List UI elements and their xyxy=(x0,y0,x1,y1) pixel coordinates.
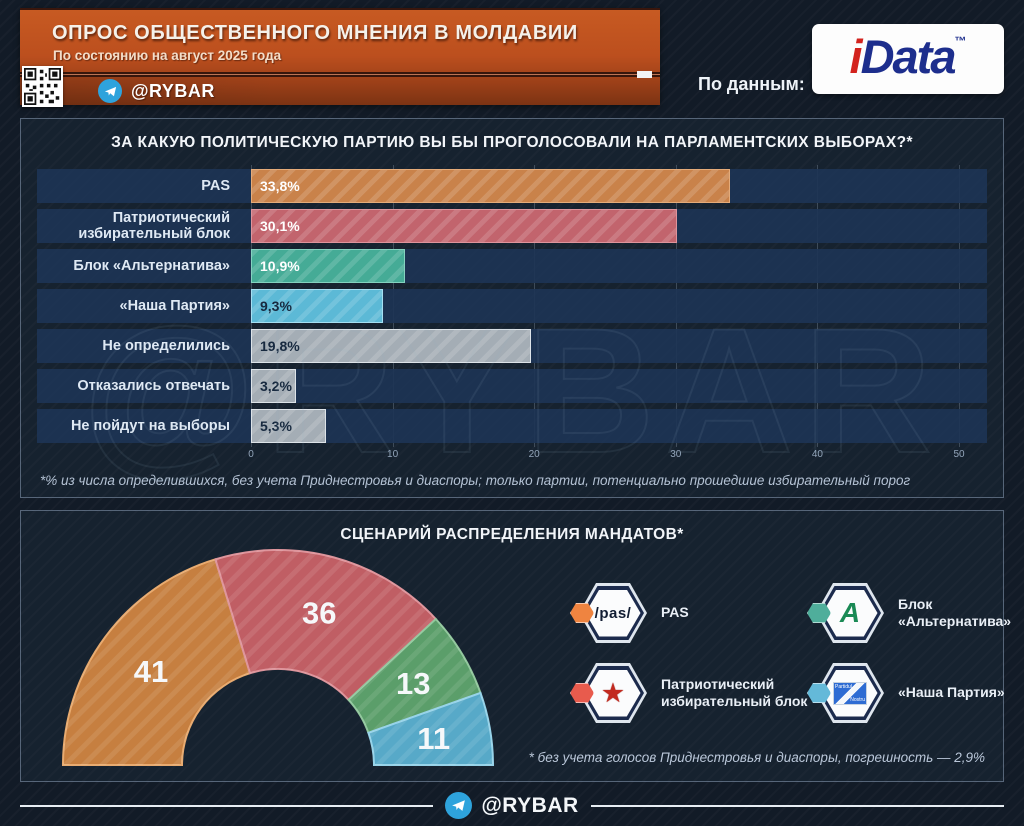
donut-value-label: 13 xyxy=(396,666,430,701)
telegram-icon xyxy=(98,79,122,103)
bar: 10,9% xyxy=(251,249,406,283)
donut-chart-footnote: * без учета голосов Приднестровья и диас… xyxy=(528,750,985,765)
donut-value-label: 11 xyxy=(417,721,450,756)
bar-category-label: Отказались отвечать xyxy=(77,377,230,394)
donut-segment-hatch xyxy=(63,559,250,765)
footer-line-right xyxy=(590,804,1004,807)
flag-text-bottom: Nostru xyxy=(850,696,865,703)
alternativa-logo: A xyxy=(839,597,861,628)
bar-row: PAS 33,8% xyxy=(37,169,987,203)
bar-category-label: Патриотический избирательный блок xyxy=(78,209,230,242)
legend-label-alternativa: Блок «Альтернатива» xyxy=(898,595,1012,630)
idata-logo-i: i xyxy=(849,29,863,83)
x-axis-tick-label: 30 xyxy=(670,449,682,460)
bar-category-label: Блок «Альтернатива» xyxy=(73,257,230,274)
banner-divider xyxy=(20,71,660,78)
bar-row: Не определились 19,8% xyxy=(37,329,987,363)
legend-item-nasha-partia: Partidul Nostru «Наша Партия» xyxy=(807,663,1024,723)
page-subtitle: По состоянию на август 2025 года xyxy=(53,48,282,63)
x-axis-tick-label: 0 xyxy=(248,449,254,460)
pas-logo: /pas/ xyxy=(594,604,632,622)
bar-row: Блок «Альтернатива» 10,9% xyxy=(37,249,987,283)
donut-value-label: 41 xyxy=(134,654,168,689)
legend-label-nasha-partia: «Наша Партия» xyxy=(898,684,1005,701)
telegram-icon-footer xyxy=(445,792,473,819)
telegram-handle: @RYBAR xyxy=(131,80,215,101)
legend-label-pas: PAS xyxy=(661,604,689,621)
half-donut-chart: 41 36 13 11 xyxy=(61,549,495,766)
page-title: ОПРОС ОБЩЕСТВЕННОГО МНЕНИЯ В МОЛДАВИИ xyxy=(52,22,578,44)
donut-legend: /pas/ PAS A Блок «Альтернатива» ★ Патри xyxy=(570,573,1024,733)
idata-logo-text: iData™ xyxy=(850,33,967,86)
bar-category-label: PAS xyxy=(201,177,230,194)
footer: @RYBAR xyxy=(20,792,1004,819)
bar-chart-plot-area: PAS 33,8% Патриотический избирательный бло… xyxy=(37,165,987,447)
idata-logo-name: Data xyxy=(860,29,957,83)
pas-color-marker xyxy=(570,603,594,623)
bar: 30,1% xyxy=(251,209,678,243)
bar: 19,8% xyxy=(251,329,532,363)
legend-label-patriotic-bloc: Патриотический избирательный блок xyxy=(661,675,808,710)
donut-segment-hatch xyxy=(368,692,493,765)
bar-chart-footnote: *% из числа определившихся, без учета Пр… xyxy=(40,473,911,488)
bar: 33,8% xyxy=(251,169,730,203)
legend-item-patriotic-bloc: ★ Патриотический избирательный блок xyxy=(570,663,816,723)
bar-chart-x-axis: 0 10 20 30 40 50 xyxy=(37,449,987,463)
nasha-partia-color-marker xyxy=(807,683,831,703)
footer-telegram-handle: @RYBAR xyxy=(481,793,579,817)
poll-bar-chart-panel: ЗА КАКУЮ ПОЛИТИЧЕСКУЮ ПАРТИЮ ВЫ БЫ ПРОГО… xyxy=(20,118,1004,498)
header-banner: ОПРОС ОБЩЕСТВЕННОГО МНЕНИЯ В МОЛДАВИИ По… xyxy=(20,8,660,107)
footer-line-left xyxy=(20,804,434,807)
bar: 9,3% xyxy=(251,289,383,323)
bar-row: Отказались отвечать 3,2% xyxy=(37,369,987,403)
red-star-logo: ★ xyxy=(600,677,626,708)
source-label: По данным: xyxy=(698,74,805,94)
nasha-partia-flag-logo: Partidul Nostru xyxy=(833,681,867,705)
bar-category-label: «Наша Партия» xyxy=(119,297,230,314)
bar-row: «Наша Партия» 9,3% xyxy=(37,289,987,323)
bar: 5,3% xyxy=(251,409,327,443)
bar: 3,2% xyxy=(251,369,297,403)
telegram-banner-strip: @RYBAR xyxy=(20,77,660,105)
mandates-panel: СЦЕНАРИЙ РАСПРЕДЕЛЕНИЯ МАНДАТОВ* 41 36 13 1… xyxy=(20,510,1011,782)
x-axis-tick-label: 40 xyxy=(811,449,823,460)
x-axis-tick-label: 20 xyxy=(528,449,540,460)
donut-value-label: 36 xyxy=(302,596,336,631)
patriotic-bloc-color-marker xyxy=(570,683,594,703)
bar-category-label: Не пойдут на выборы xyxy=(70,417,230,434)
flag-text-top: Partidul xyxy=(835,683,852,690)
donut-chart-title: СЦЕНАРИЙ РАСПРЕДЕЛЕНИЯ МАНДАТОВ* xyxy=(340,526,684,543)
legend-item-alternativa: A Блок «Альтернатива» xyxy=(807,583,1024,643)
donut-segment-hatch xyxy=(215,549,436,700)
qr-code xyxy=(22,66,63,107)
alternativa-color-marker xyxy=(807,603,831,623)
legend-item-pas: /pas/ PAS xyxy=(570,583,816,643)
bar-row: Патриотический избирательный блок 30,1% xyxy=(37,209,987,243)
bar-chart-rows: PAS 33,8% Патриотический избирательный бло… xyxy=(37,169,987,443)
footer-telegram-badge: @RYBAR xyxy=(445,792,578,819)
bar-chart-title: ЗА КАКУЮ ПОЛИТИЧЕСКУЮ ПАРТИЮ ВЫ БЫ ПРОГО… xyxy=(111,134,913,151)
idata-logo-tm: ™ xyxy=(954,33,967,48)
bar-category-label: Не определились xyxy=(102,337,230,354)
bar-row: Не пойдут на выборы 5,3% xyxy=(37,409,987,443)
x-axis-tick-label: 10 xyxy=(387,449,399,460)
x-axis-tick-label: 50 xyxy=(953,449,965,460)
idata-logo: iData™ xyxy=(812,24,1004,94)
banner-slider-knob xyxy=(637,71,652,78)
